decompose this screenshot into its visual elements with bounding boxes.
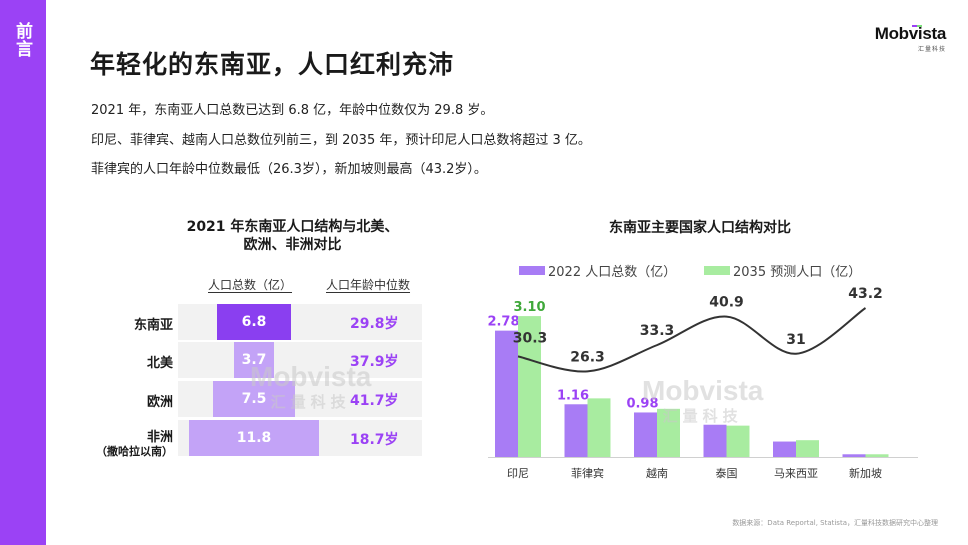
table-row — [178, 342, 422, 378]
left-chart-title: 2021 年东南亚人口结构与北美、 欧洲、非洲对比 — [160, 218, 425, 254]
x-tick-label: 新加坡 — [849, 466, 882, 480]
bar-2022 — [564, 404, 588, 457]
region-label: 欧洲 — [146, 395, 173, 410]
legend-item-2035: 2035 预测人口（亿） — [704, 261, 861, 280]
bar-2035 — [657, 408, 680, 457]
population-value: 7.5 — [241, 391, 267, 407]
legend-label: 2022 人口总数（亿） — [548, 265, 677, 280]
column-header-population: 人口总数（亿） — [208, 278, 293, 292]
population-bar: 7.5 — [212, 381, 296, 417]
line-value-label: 31 — [786, 332, 805, 348]
left-chart-title-line: 2021 年东南亚人口结构与北美、 — [186, 219, 399, 235]
right-chart-title: 东南亚主要国家人口结构对比 — [609, 220, 791, 236]
bar-2035 — [587, 398, 611, 457]
legend-swatch-purple-icon — [519, 266, 545, 275]
line-value-label: 30.3 — [513, 330, 548, 346]
region-sublabel: （撒哈拉以南） — [96, 445, 173, 458]
sidebar: 前言 — [0, 0, 46, 545]
x-tick-label: 泰国 — [716, 466, 738, 480]
median-age-value: 37.9岁 — [350, 354, 399, 370]
median-age-value: 41.7岁 — [350, 393, 399, 409]
median-age-line — [517, 307, 867, 373]
bar-value-label: 0.98 — [626, 396, 658, 411]
region-label: 东南亚 — [133, 318, 173, 333]
bar-value-label: 1.16 — [557, 388, 589, 403]
median-age-value: 18.7岁 — [350, 432, 399, 448]
bar-2022 — [634, 412, 657, 457]
page-title: 年轻化的东南亚，人口红利充沛 — [90, 50, 455, 79]
region-label: 非洲 — [146, 430, 173, 445]
data-source-note: 数据来源：Data Reportal, Statista，汇量科技数据研究中心整… — [732, 519, 938, 527]
legend-item-2022: 2022 人口总数（亿） — [519, 261, 676, 280]
bar-2022 — [842, 454, 866, 457]
population-bar: 6.8 — [216, 304, 292, 340]
x-tick-label: 越南 — [646, 466, 668, 480]
x-tick-label: 马来西亚 — [774, 467, 818, 480]
column-header-median-age: 人口年龄中位数 — [326, 278, 411, 292]
logo: Mobvista 汇量科技 — [874, 24, 947, 53]
region-label: 北美 — [146, 356, 173, 371]
median-age-value: 29.8岁 — [350, 316, 399, 332]
bar-value-label: 2.78 — [487, 315, 519, 330]
section-label: 前言 — [12, 22, 32, 58]
legend-label: 2035 预测人口（亿） — [733, 265, 862, 280]
logo-accent-icon — [912, 25, 922, 27]
line-value-label: 40.9 — [709, 295, 744, 311]
population-bar: 3.7 — [233, 342, 275, 378]
bar-2022 — [703, 424, 727, 457]
bar-value-label: 3.10 — [513, 300, 545, 315]
legend-swatch-green-icon — [704, 266, 730, 275]
bar-2022 — [773, 441, 796, 457]
intro-text: 2021 年，东南亚人口总数已达到 6.8 亿，年龄中位数仅为 29.8 岁。 … — [91, 96, 591, 185]
logo-subtext: 汇量科技 — [917, 46, 946, 53]
logo-text: Mobvista — [874, 24, 947, 43]
bar-2035 — [726, 425, 750, 457]
x-tick-label: 印尼 — [507, 467, 529, 480]
intro-line: 菲律宾的人口年龄中位数最低（26.3岁），新加坡则最高（43.2岁）。 — [91, 162, 487, 177]
bar-2022 — [495, 330, 518, 457]
bar-2035 — [865, 454, 889, 457]
population-value: 11.8 — [236, 430, 272, 446]
line-value-label: 43.2 — [848, 286, 883, 302]
bar-2035 — [796, 440, 819, 457]
left-chart-title-line: 欧洲、非洲对比 — [243, 237, 342, 253]
population-bar-chart: 2.783.10 印尼 1.16 菲律宾 0.98 越南 泰国 马来西亚 新加坡 30.3 26.3… — [487, 286, 918, 480]
x-tick-label: 菲律宾 — [571, 466, 604, 480]
line-value-label: 26.3 — [570, 349, 605, 365]
bar-2035 — [518, 316, 541, 457]
intro-line: 印尼、菲律宾、越南人口总数位列前三，到 2035 年，预计印尼人口总数将超过 3… — [91, 132, 591, 148]
population-value: 6.8 — [241, 314, 267, 330]
population-bar: 11.8 — [189, 420, 319, 456]
intro-line: 2021 年，东南亚人口总数已达到 6.8 亿，年龄中位数仅为 29.8 岁。 — [91, 103, 494, 118]
population-value: 3.7 — [241, 352, 267, 368]
line-value-label: 33.3 — [640, 323, 675, 339]
